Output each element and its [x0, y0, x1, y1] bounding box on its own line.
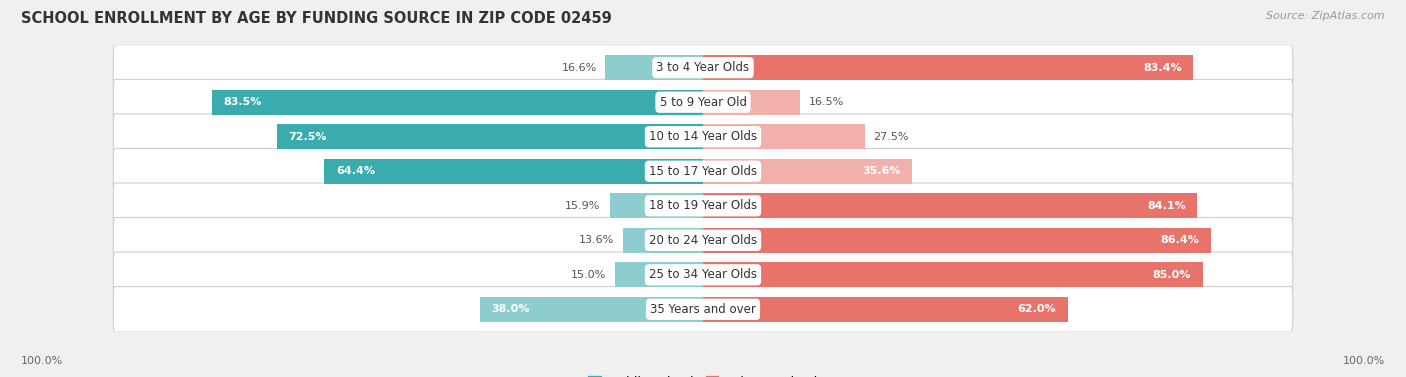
Bar	[325, 159, 703, 184]
Text: Source: ZipAtlas.com: Source: ZipAtlas.com	[1267, 11, 1385, 21]
Legend: Public School, Private School: Public School, Private School	[588, 375, 818, 377]
Text: 18 to 19 Year Olds: 18 to 19 Year Olds	[650, 199, 756, 212]
Text: 16.6%: 16.6%	[561, 63, 596, 73]
Bar	[703, 297, 1067, 322]
Text: 25 to 34 Year Olds: 25 to 34 Year Olds	[650, 268, 756, 281]
Text: 3 to 4 Year Olds: 3 to 4 Year Olds	[657, 61, 749, 74]
Text: 15 to 17 Year Olds: 15 to 17 Year Olds	[650, 165, 756, 178]
FancyBboxPatch shape	[114, 45, 1292, 90]
Text: 10 to 14 Year Olds: 10 to 14 Year Olds	[650, 130, 756, 143]
Bar	[703, 193, 1198, 218]
Text: 35.6%: 35.6%	[862, 166, 901, 176]
Text: 83.4%: 83.4%	[1143, 63, 1181, 73]
Text: 64.4%: 64.4%	[336, 166, 375, 176]
Bar	[703, 262, 1202, 287]
FancyBboxPatch shape	[114, 114, 1292, 159]
Bar	[703, 90, 800, 115]
Text: 15.0%: 15.0%	[571, 270, 606, 280]
FancyBboxPatch shape	[114, 183, 1292, 228]
Text: 84.1%: 84.1%	[1147, 201, 1185, 211]
FancyBboxPatch shape	[114, 149, 1292, 194]
Text: 72.5%: 72.5%	[288, 132, 328, 142]
Text: 62.0%: 62.0%	[1017, 304, 1056, 314]
Bar	[277, 124, 703, 149]
Text: 86.4%: 86.4%	[1160, 235, 1199, 245]
Text: 15.9%: 15.9%	[565, 201, 600, 211]
Bar	[703, 159, 912, 184]
Text: SCHOOL ENROLLMENT BY AGE BY FUNDING SOURCE IN ZIP CODE 02459: SCHOOL ENROLLMENT BY AGE BY FUNDING SOUR…	[21, 11, 612, 26]
Text: 35 Years and over: 35 Years and over	[650, 303, 756, 316]
Bar	[606, 55, 703, 80]
Text: 85.0%: 85.0%	[1153, 270, 1191, 280]
FancyBboxPatch shape	[114, 218, 1292, 263]
Text: 100.0%: 100.0%	[21, 356, 63, 366]
Text: 13.6%: 13.6%	[579, 235, 614, 245]
Bar	[703, 124, 865, 149]
Bar	[614, 262, 703, 287]
Bar	[623, 228, 703, 253]
Bar	[479, 297, 703, 322]
Bar	[703, 55, 1194, 80]
FancyBboxPatch shape	[114, 287, 1292, 332]
Bar	[212, 90, 703, 115]
FancyBboxPatch shape	[114, 80, 1292, 125]
Text: 83.5%: 83.5%	[224, 97, 262, 107]
FancyBboxPatch shape	[114, 252, 1292, 297]
Text: 38.0%: 38.0%	[491, 304, 530, 314]
Bar	[610, 193, 703, 218]
Text: 16.5%: 16.5%	[808, 97, 844, 107]
Bar	[703, 228, 1211, 253]
Text: 5 to 9 Year Old: 5 to 9 Year Old	[659, 96, 747, 109]
Text: 27.5%: 27.5%	[873, 132, 910, 142]
Text: 100.0%: 100.0%	[1343, 356, 1385, 366]
Text: 20 to 24 Year Olds: 20 to 24 Year Olds	[650, 234, 756, 247]
